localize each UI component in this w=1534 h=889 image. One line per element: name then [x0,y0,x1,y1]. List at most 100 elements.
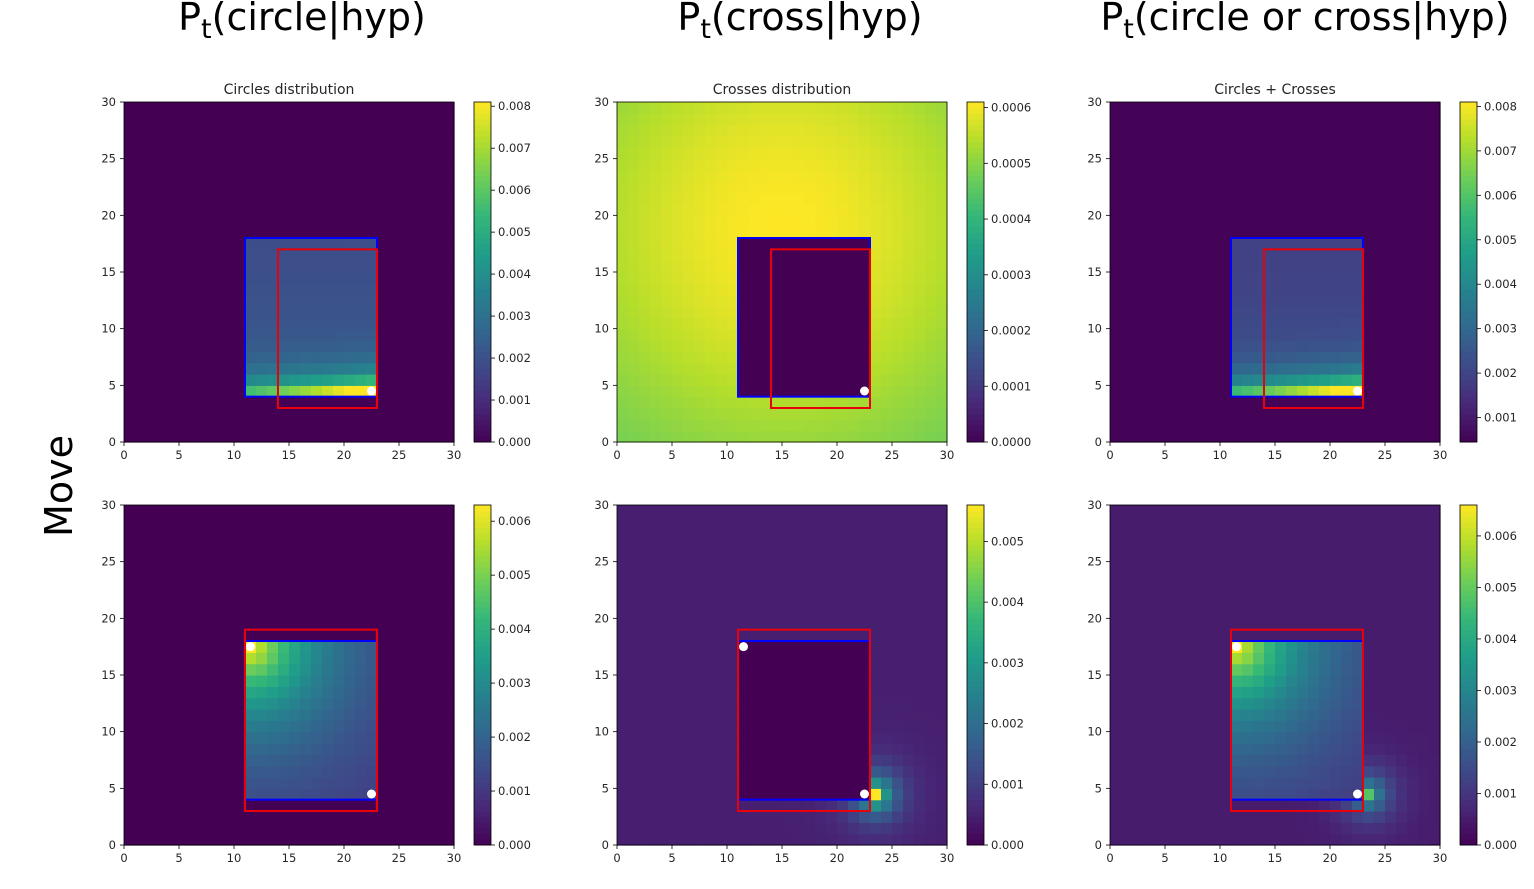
heatmap-cell [738,629,750,642]
colorbar-segment [474,289,491,296]
heatmap-cell [628,561,640,574]
heatmap-cell [432,124,444,137]
heatmap-cell [837,147,849,160]
heatmap-cell [432,192,444,205]
heatmap-cell [190,731,202,744]
heatmap-cell [355,663,367,676]
colorbar-tick-label: 0.002 [498,351,531,365]
heatmap-cell [771,260,783,273]
heatmap-cell [683,765,695,778]
heatmap-cell [410,743,422,755]
heatmap-cell [760,629,772,642]
heatmap-cell [289,686,301,699]
heatmap-cell [1187,124,1199,137]
heatmap-cell [760,527,772,540]
heatmap-cell [1253,362,1265,375]
heatmap-cell [914,607,926,619]
heatmap-cell [267,362,279,375]
heatmap-cell [344,136,356,148]
heatmap-cell [201,675,213,687]
heatmap-cell [421,641,433,653]
heatmap-cell [377,283,389,296]
heatmap-cell [881,408,893,420]
heatmap-cell [628,527,640,540]
heatmap-cell [432,765,444,778]
colorbar-segment [474,675,491,682]
heatmap-cell [716,204,728,216]
heatmap-cell [344,249,356,262]
heatmap-cell [815,686,827,699]
heatmap-cell [443,652,455,665]
heatmap-cell [278,238,290,250]
heatmap-cell [168,249,180,262]
heatmap-cell [881,226,893,239]
heatmap-cell [366,249,378,262]
heatmap-cell [366,697,378,710]
heatmap-cell [628,788,640,801]
heatmap-cell [289,215,301,228]
heatmap-cell [793,249,805,262]
heatmap-cell [355,822,367,835]
colorbar-segment [967,799,984,806]
heatmap-cell [826,102,838,114]
heatmap-cell [234,283,246,296]
heatmap-cell [366,663,378,676]
heatmap-cell [146,709,158,721]
heatmap-cell [289,595,301,608]
heatmap-cell [168,663,180,676]
heatmap-cell [793,306,805,318]
heatmap-cell [650,204,662,216]
heatmap-cell [870,686,882,699]
heatmap-cell [377,573,389,585]
heatmap-cell [223,192,235,205]
heatmap-cell [628,811,640,823]
heatmap-cell [914,652,926,665]
heatmap-cell [432,181,444,194]
heatmap-cell [639,550,651,563]
heatmap-cell [432,272,444,284]
heatmap-cell [815,192,827,205]
heatmap-cell [1275,419,1287,432]
heatmap-cell [146,272,158,284]
y-tick-label: 0 [109,838,116,852]
heatmap-cell [738,215,750,228]
heatmap-cell [870,102,882,114]
heatmap-cell [617,102,629,114]
heatmap-cell [1330,408,1342,420]
heatmap-cell [870,226,882,239]
heatmap-cell [168,811,180,823]
heatmap-cell [859,777,871,789]
heatmap-cell [333,136,345,148]
heatmap-cell [639,238,651,250]
heatmap-cell [267,652,279,665]
heatmap-cell [716,260,728,273]
heatmap-cell [870,652,882,665]
heatmap-cell [432,170,444,182]
heatmap-cell [738,136,750,148]
heatmap-cell [1165,158,1177,171]
colorbar-segment [967,260,984,267]
colorbar-segment [1460,385,1477,392]
heatmap-cell [421,584,433,597]
heatmap-cell [892,408,904,420]
heatmap-cell [135,561,147,574]
heatmap-cell [443,743,455,755]
heatmap-cell [432,743,444,755]
heatmap-cell [760,260,772,273]
heatmap-cell [146,260,158,273]
heatmap-cell [212,754,224,767]
heatmap-cell [903,170,915,182]
x-tick-label: 5 [175,448,182,462]
heatmap-cell [1231,170,1243,182]
heatmap-cell [212,799,224,812]
heatmap-cell [716,136,728,148]
heatmap-cell [388,811,400,823]
heatmap-cell [366,550,378,563]
heatmap-cell [179,709,191,721]
heatmap-cell [1407,362,1419,375]
heatmap-cell [683,686,695,699]
heatmap-cell [322,765,334,778]
data-point [860,386,869,396]
heatmap-cell [421,283,433,296]
heatmap-cell [925,765,937,778]
